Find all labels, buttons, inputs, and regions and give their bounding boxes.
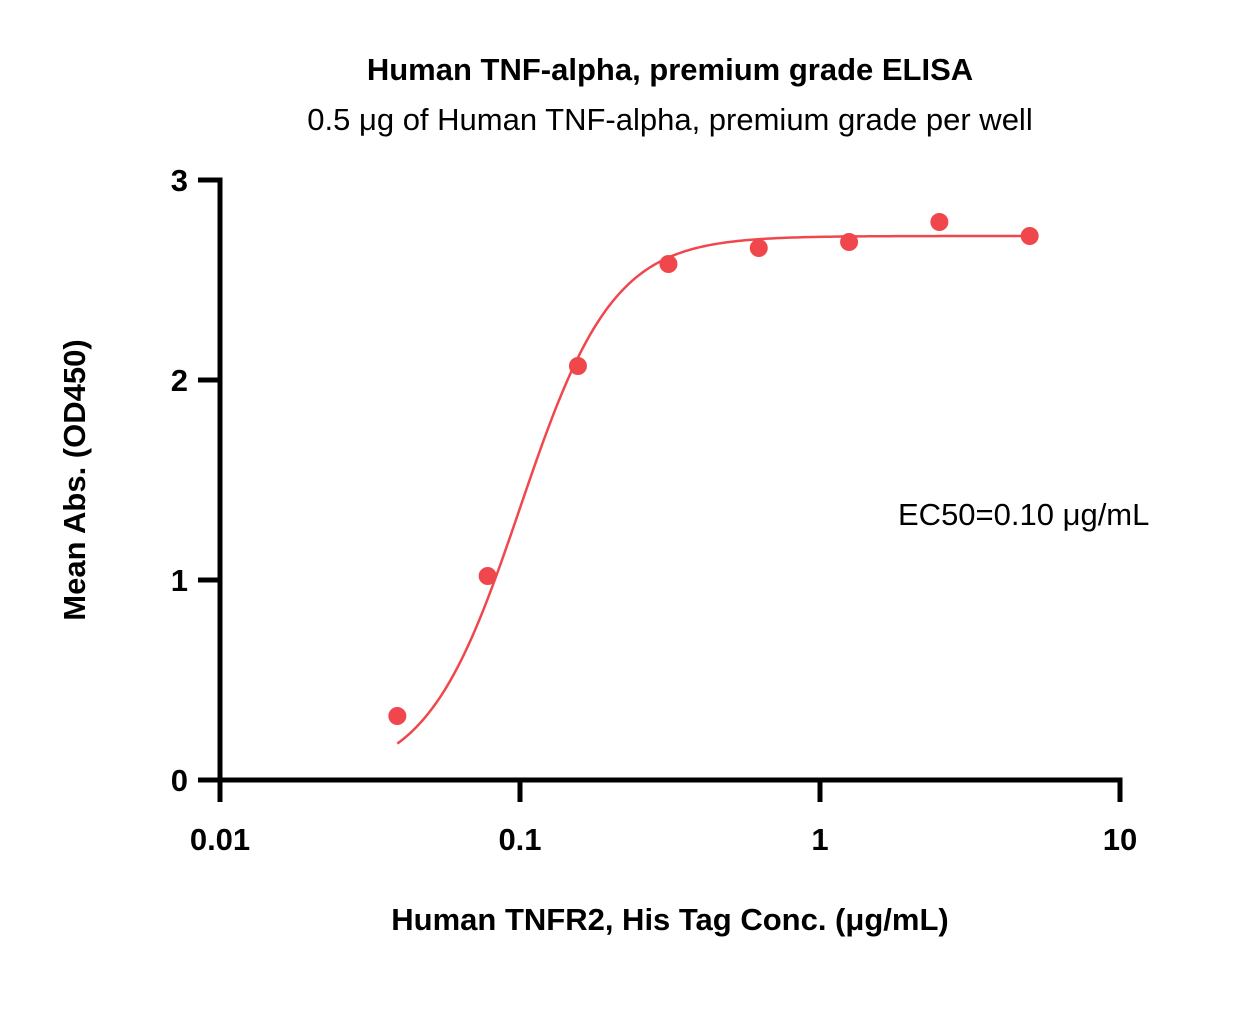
data-point <box>388 707 407 725</box>
data-point <box>659 255 678 273</box>
ticks: 0.01 0.1 1 10 0 1 2 3 <box>171 163 1137 857</box>
fit-layer <box>396 234 1030 745</box>
data-point <box>568 357 587 375</box>
points-layer <box>388 213 1039 725</box>
y-tick-label: 3 <box>171 163 188 198</box>
x-tick-label: 0.01 <box>190 822 250 857</box>
chart-subtitle: 0.5 μg of Human TNF-alpha, premium grade… <box>307 102 1032 137</box>
y-tick-label: 1 <box>171 563 188 598</box>
data-point <box>478 567 497 585</box>
data-point <box>930 213 949 231</box>
data-point <box>840 233 859 251</box>
axes <box>217 177 1123 783</box>
x-tick-label: 0.1 <box>498 822 541 857</box>
x-tick-label: 1 <box>811 822 828 857</box>
y-tick-label: 0 <box>171 763 188 798</box>
data-point <box>1020 227 1039 245</box>
x-tick-label: 10 <box>1103 822 1137 857</box>
chart-title: Human TNF-alpha, premium grade ELISA <box>367 52 973 87</box>
fit-curve <box>396 234 1030 745</box>
y-axis-label: Mean Abs. (OD450) <box>57 339 92 620</box>
data-point <box>749 239 768 257</box>
x-axis-label: Human TNFR2, His Tag Conc. (μg/mL) <box>391 902 948 937</box>
ec50-annotation: EC50=0.10 μg/mL <box>898 497 1149 532</box>
y-tick-label: 2 <box>171 363 188 398</box>
